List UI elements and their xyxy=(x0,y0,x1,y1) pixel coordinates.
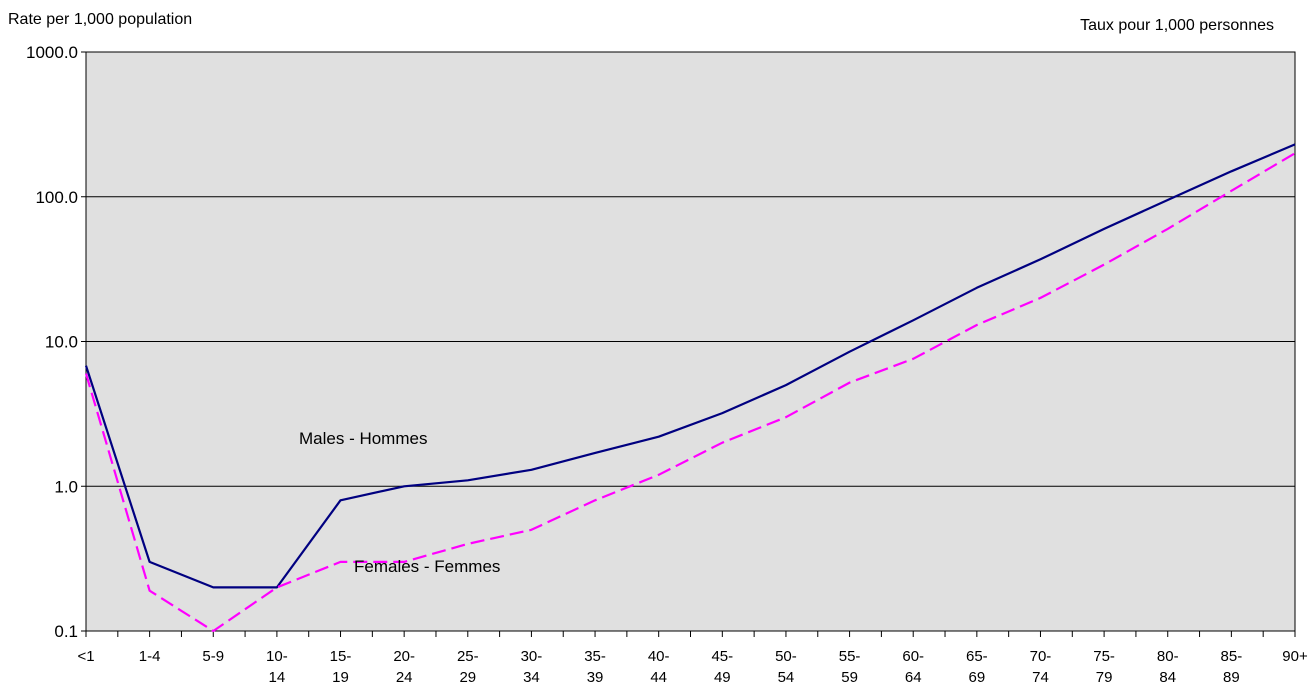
gridlines xyxy=(86,196,1295,487)
x-tick-label: 40-44 xyxy=(648,648,670,686)
x-tick-label: 20-24 xyxy=(393,648,415,686)
x-tick-label: 80-84 xyxy=(1157,648,1179,686)
series-label-males: Males - Hommes xyxy=(299,429,427,448)
series-line-males xyxy=(84,143,1296,589)
x-tick-label: 65-69 xyxy=(966,648,988,686)
series-lines xyxy=(84,143,1296,633)
x-tick-label: 45-49 xyxy=(711,648,733,686)
series-label-females: Females - Femmes xyxy=(354,557,500,576)
x-tick-label: 90+ xyxy=(1282,648,1308,665)
x-tick-label: 5-9 xyxy=(202,648,224,665)
x-tick-label: 25-29 xyxy=(457,648,479,686)
y-tick-label: 100.0 xyxy=(35,188,78,207)
y-tick-label: 1000.0 xyxy=(26,43,78,62)
x-tick-label: 30-34 xyxy=(521,648,543,686)
x-tick-label: 85-89 xyxy=(1221,648,1243,686)
series-line-females xyxy=(84,152,1296,633)
x-tick-label: 1-4 xyxy=(139,648,161,665)
y-axis-label-right: Taux pour 1,000 personnes xyxy=(1080,17,1274,34)
x-tick-label: 70-74 xyxy=(1030,648,1052,686)
x-tick-label: 60-64 xyxy=(902,648,924,686)
x-tick-label: 50-54 xyxy=(775,648,797,686)
y-axis-ticks: 1000.0 100.0 10.0 1.0 0.1 xyxy=(26,43,86,641)
x-tick-label: 75-79 xyxy=(1093,648,1115,686)
x-tick-label: 15-19 xyxy=(330,648,352,686)
y-tick-label: 1.0 xyxy=(54,477,78,496)
x-axis-ticks: <1 1-4 5-9 10-14 15-19 20-24 25-29 30-34 35-39 40… xyxy=(77,631,1308,686)
y-tick-label: 0.1 xyxy=(54,622,78,641)
x-tick-label: 10-14 xyxy=(266,648,288,686)
x-tick-label: 55-59 xyxy=(839,648,861,686)
x-tick-label: <1 xyxy=(77,648,94,665)
y-tick-label: 10.0 xyxy=(45,333,78,352)
y-axis-label-left: Rate per 1,000 population xyxy=(8,11,192,28)
x-tick-label: 35-39 xyxy=(584,648,606,686)
